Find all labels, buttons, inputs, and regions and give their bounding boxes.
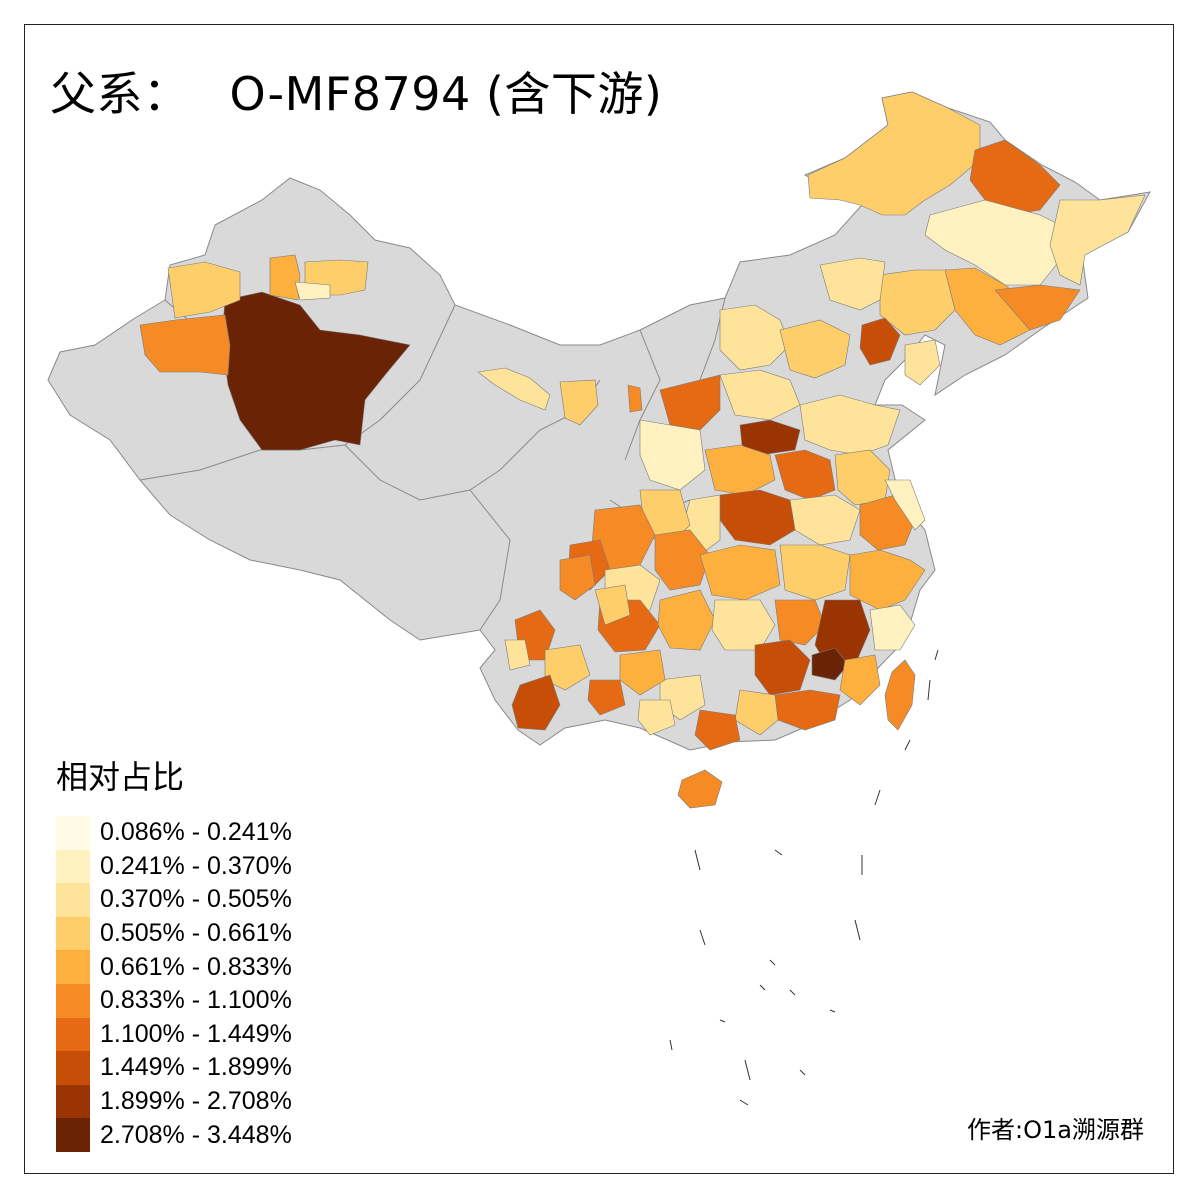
region-patch	[504, 639, 531, 671]
legend-swatch	[56, 1017, 90, 1052]
region-patch	[639, 419, 706, 491]
region-patch	[139, 314, 231, 376]
legend: 相对占比 0.086% - 0.241% 0.241% - 0.370% 0.370…	[56, 752, 292, 1152]
region-patch	[657, 589, 716, 651]
region-patch	[869, 604, 916, 651]
region-patch	[904, 339, 941, 386]
legend-title: 相对占比	[56, 758, 185, 796]
region-patch	[774, 449, 836, 501]
legend-label: 0.370% - 0.505%	[100, 885, 292, 914]
region-patch	[167, 261, 241, 319]
author-credit: 作者:O1a溯源群	[967, 1116, 1144, 1144]
region-patch	[779, 319, 851, 379]
region-patch	[719, 304, 791, 371]
region-patch	[654, 529, 711, 591]
legend-swatch	[56, 983, 90, 1018]
map-title: 父系： O-MF8794 (含下游)	[50, 58, 662, 124]
region-patch	[734, 689, 779, 736]
legend-item: 0.370% - 0.505%	[56, 883, 292, 917]
legend-swatch	[56, 1118, 90, 1152]
region-patch	[779, 544, 851, 601]
legend-label: 0.241% - 0.370%	[100, 851, 292, 880]
legend-item: 1.449% - 1.899%	[56, 1051, 292, 1085]
region-patch	[544, 644, 591, 691]
region-patch	[704, 444, 776, 496]
region-patch	[969, 139, 1061, 216]
region-patch	[839, 654, 881, 706]
title-code: O-MF8794 (含下游)	[229, 67, 663, 121]
legend-item: 1.100% - 1.449%	[56, 1017, 292, 1052]
region-patch	[627, 384, 643, 413]
region-patch	[799, 394, 901, 456]
legend-label: 1.899% - 2.708%	[100, 1087, 292, 1116]
region-layer	[139, 91, 1146, 751]
legend-label: 0.505% - 0.661%	[100, 919, 292, 948]
legend-item: 2.708% - 3.448%	[56, 1118, 292, 1152]
region-patch	[477, 367, 551, 411]
legend-swatch	[56, 916, 90, 951]
island-marks	[669, 649, 939, 1106]
region-patch	[269, 254, 301, 301]
legend-label: 0.661% - 0.833%	[100, 952, 292, 981]
legend-swatch	[56, 950, 90, 984]
legend-item: 0.241% - 0.370%	[56, 849, 292, 884]
legend-item: 0.505% - 0.661%	[56, 916, 292, 951]
region-patch	[849, 549, 926, 611]
region-patch	[594, 584, 631, 626]
region-patch	[719, 489, 796, 546]
legend-rows: 0.086% - 0.241% 0.241% - 0.370% 0.370% - 0…	[56, 816, 292, 1152]
legend-item: 0.661% - 0.833%	[56, 950, 292, 984]
region-patch	[807, 91, 981, 216]
region-patch	[811, 647, 849, 681]
region-patch	[884, 479, 926, 531]
legend-swatch	[56, 1084, 90, 1119]
region-patch	[511, 674, 561, 731]
legend-label: 2.708% - 3.448%	[100, 1120, 292, 1149]
region-patch	[739, 419, 801, 456]
legend-swatch	[56, 883, 90, 917]
legend-swatch	[56, 816, 90, 850]
region-patch	[1049, 194, 1146, 286]
region-patch	[819, 257, 886, 311]
region-patch	[637, 699, 676, 736]
legend-label: 0.833% - 1.100%	[100, 986, 292, 1015]
region-patch	[294, 281, 331, 301]
legend-item: 1.899% - 2.708%	[56, 1084, 292, 1119]
legend-label: 1.100% - 1.449%	[100, 1019, 292, 1048]
legend-item: 0.833% - 1.100%	[56, 983, 292, 1018]
legend-label: 1.449% - 1.899%	[100, 1053, 292, 1082]
legend-label: 0.086% - 0.241%	[100, 818, 292, 847]
region-patch	[774, 599, 826, 646]
region-patch	[994, 284, 1081, 331]
region-patch	[559, 554, 596, 601]
region-patch	[619, 649, 666, 696]
region-patch	[859, 317, 901, 366]
region-patch	[221, 291, 411, 451]
region-patch	[587, 679, 626, 716]
region-patch	[559, 379, 599, 426]
taiwan-island	[884, 659, 916, 731]
legend-swatch	[56, 849, 90, 884]
region-patch	[699, 544, 781, 601]
legend-item: 0.086% - 0.241%	[56, 816, 292, 850]
title-label: 父系：	[50, 67, 190, 121]
legend-swatch	[56, 1051, 90, 1085]
region-patch	[754, 639, 811, 696]
hainan-island	[677, 769, 723, 809]
region-patch	[694, 709, 741, 751]
